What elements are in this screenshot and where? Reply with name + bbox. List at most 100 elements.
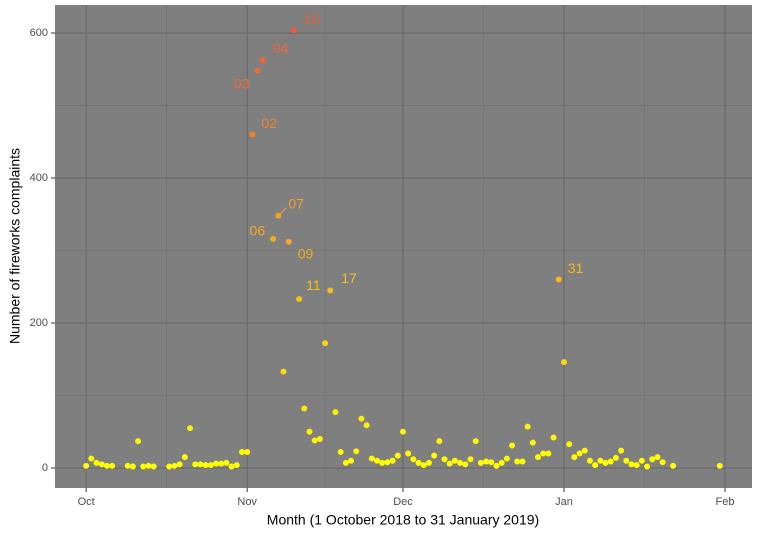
- point: [135, 438, 142, 445]
- point: [280, 368, 287, 375]
- point: [176, 461, 183, 468]
- point: [124, 462, 131, 469]
- point: [213, 460, 220, 467]
- point: [109, 462, 116, 469]
- point: [145, 462, 152, 469]
- point: [576, 450, 583, 457]
- point-label: 07: [288, 195, 304, 211]
- point: [374, 457, 381, 464]
- point: [566, 441, 573, 448]
- point: [545, 450, 552, 457]
- point: [586, 457, 593, 464]
- point: [602, 459, 609, 466]
- x-axis-title: Month (1 October 2018 to 31 January 2019…: [267, 512, 539, 528]
- point: [285, 238, 292, 245]
- point: [306, 428, 313, 435]
- point: [488, 459, 495, 466]
- point: [332, 409, 339, 416]
- point: [348, 457, 355, 464]
- point: [446, 460, 453, 467]
- point: [493, 462, 500, 469]
- point: [659, 459, 666, 466]
- point: [519, 458, 526, 465]
- point: [628, 461, 635, 468]
- point: [555, 276, 562, 283]
- point: [322, 340, 329, 347]
- point: [103, 462, 110, 469]
- point: [98, 461, 105, 468]
- x-tick-label: Dec: [393, 496, 413, 508]
- x-tick-label: Nov: [237, 496, 257, 508]
- point: [150, 463, 157, 470]
- point: [550, 434, 557, 441]
- point: [254, 67, 261, 74]
- point: [612, 454, 619, 461]
- point: [405, 450, 412, 457]
- y-tick-label: 0: [42, 462, 48, 474]
- x-tick-label: Oct: [78, 496, 95, 508]
- point: [337, 449, 344, 456]
- point: [223, 459, 230, 466]
- point: [431, 452, 438, 459]
- point-label: 10: [304, 11, 320, 27]
- point: [472, 438, 479, 445]
- point: [296, 296, 303, 303]
- point: [379, 459, 386, 466]
- point: [88, 455, 95, 462]
- point: [529, 439, 536, 446]
- point: [467, 456, 474, 463]
- point: [592, 462, 599, 469]
- point: [140, 463, 147, 470]
- point: [451, 457, 458, 464]
- point: [535, 454, 542, 461]
- point: [207, 462, 214, 469]
- point: [410, 456, 417, 463]
- point: [218, 460, 225, 467]
- x-tick-label: Feb: [716, 496, 735, 508]
- point: [233, 462, 240, 469]
- y-axis-title: Number of fireworks complaints: [7, 148, 23, 344]
- point: [249, 131, 256, 138]
- point: [384, 459, 391, 466]
- point: [275, 212, 282, 219]
- point: [509, 442, 516, 449]
- point-label: 06: [250, 223, 266, 239]
- point: [394, 452, 401, 459]
- y-tick-label: 200: [30, 317, 48, 329]
- point: [420, 462, 427, 469]
- point: [129, 463, 136, 470]
- point: [498, 459, 505, 466]
- point: [181, 454, 188, 461]
- point: [327, 287, 334, 294]
- point: [202, 462, 209, 469]
- point: [425, 459, 432, 466]
- point: [171, 462, 178, 469]
- point: [166, 463, 173, 470]
- point: [197, 461, 204, 468]
- point: [353, 448, 360, 455]
- point: [514, 458, 521, 465]
- point: [483, 458, 490, 465]
- point: [462, 461, 469, 468]
- point: [259, 57, 266, 64]
- point: [524, 423, 531, 430]
- point: [187, 425, 194, 432]
- point-label: 31: [568, 260, 584, 276]
- point: [311, 437, 318, 444]
- point-label: 03: [234, 75, 250, 91]
- point-label: 17: [341, 270, 357, 286]
- point: [415, 459, 422, 466]
- point: [503, 455, 510, 462]
- y-tick-label: 400: [30, 172, 48, 184]
- point: [654, 454, 661, 461]
- point: [644, 463, 651, 470]
- point: [670, 462, 677, 469]
- point: [358, 415, 365, 422]
- point: [633, 462, 640, 469]
- point: [244, 449, 251, 456]
- point: [238, 449, 245, 456]
- point: [623, 457, 630, 464]
- point-label: 11: [306, 277, 321, 293]
- point: [716, 462, 723, 469]
